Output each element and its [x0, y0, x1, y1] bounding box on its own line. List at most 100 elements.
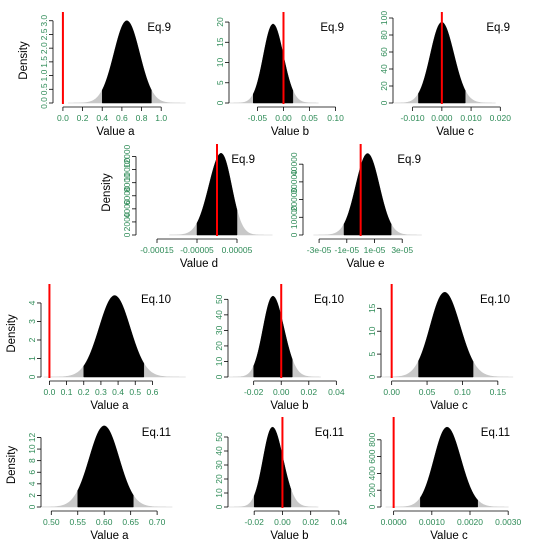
density-hpd-area	[101, 20, 152, 104]
x-tick-label: 0.65	[122, 517, 139, 527]
x-tick-label: 0.4	[96, 113, 108, 123]
x-tick-label: 0.6	[116, 113, 128, 123]
y-tick-label: 10000	[289, 205, 299, 229]
x-tick-label: 0.60	[96, 517, 113, 527]
equation-label: Eq.9	[320, 22, 344, 34]
y-tick-label: 0	[214, 374, 224, 379]
y-tick-label: 5	[367, 351, 377, 356]
y-tick-label: 20000	[289, 187, 299, 211]
x-tick-label: 0.2	[78, 387, 90, 397]
x-axis-label: Value d	[180, 258, 218, 270]
x-tick-label: 0.0030	[495, 517, 521, 527]
y-tick-label: 2.5	[39, 28, 49, 40]
y-tick-label: 0	[289, 232, 299, 237]
x-tick-label: 0.00	[275, 113, 292, 123]
density-panel-7: -0.02 0.00 0.02 0.04 Value b 0 10 20 30 40 50 Eq.10	[214, 284, 345, 412]
y-tick-label: 40	[379, 64, 389, 74]
x-axis-label: Value a	[96, 126, 135, 138]
y-tick-label: 10	[215, 58, 225, 68]
x-tick-label: 1e-05	[364, 245, 386, 255]
y-tick-label: 400	[367, 466, 377, 480]
x-tick-label: 0.10	[454, 387, 471, 397]
y-tick-label: 10	[214, 488, 224, 498]
y-tick-label: 6000	[122, 186, 132, 205]
x-tick-label: 1.0	[155, 113, 167, 123]
y-axis-label: Density	[18, 41, 30, 80]
x-axis-label: Value c	[436, 126, 474, 138]
x-axis-label: Value c	[430, 400, 468, 412]
y-tick-label: 15	[215, 37, 225, 47]
equation-label: Eq.10	[141, 294, 171, 306]
x-tick-label: -0.010	[401, 113, 425, 123]
x-tick-label: 0.00	[273, 387, 290, 397]
y-tick-label: 0	[215, 100, 225, 105]
x-tick-label: 0.000	[431, 113, 453, 123]
density-hpd-area	[253, 23, 294, 104]
x-tick-label: 0.70	[149, 517, 166, 527]
x-tick-label: 0.00	[383, 387, 400, 397]
density-panel-8: 0.00 0.05 0.10 0.15 Value c 0 5 10 15 Eq.10	[367, 284, 514, 412]
y-tick-label: 60	[379, 47, 389, 57]
density-hpd-area	[420, 426, 478, 508]
density-panel-2: -0.05 0.00 0.05 0.10 Value b 0 5 10 15 20 Eq.9	[215, 12, 344, 138]
x-tick-label: 0.4	[112, 387, 124, 397]
density-panel-3: -0.010 0.000 0.010 0.020 Value c 0 20 40 60 80 100…	[379, 11, 511, 138]
x-tick-label: 0.5	[129, 387, 141, 397]
y-tick-label: 0	[122, 232, 132, 237]
x-tick-label: 0.1	[61, 387, 73, 397]
y-tick-label: 40000	[289, 152, 299, 176]
y-tick-label: 8000	[122, 173, 132, 192]
equation-label: Eq.11	[142, 427, 171, 439]
x-tick-label: -3e-05	[307, 245, 332, 255]
x-tick-label: -1e-05	[335, 245, 360, 255]
y-tick-label: 3.0	[39, 15, 49, 27]
x-axis-label: Value a	[90, 530, 129, 542]
y-tick-label: 40	[214, 310, 224, 320]
y-tick-label: 4	[27, 300, 37, 305]
y-tick-label: 30	[214, 325, 224, 335]
y-tick-label: 20	[214, 474, 224, 484]
x-tick-label: 0.0000	[381, 517, 407, 527]
y-tick-label: 10	[367, 326, 377, 336]
x-tick-label: 0.55	[69, 517, 86, 527]
density-panel-6: 0.0 0.1 0.2 0.3 0.4 0.5 0.6 Value a 0 1 2 3 4 Density…	[6, 284, 186, 412]
density-hpd-area	[418, 292, 474, 378]
y-tick-label: 40	[214, 446, 224, 456]
y-tick-label: 10	[214, 356, 224, 366]
x-tick-label: 0.2	[77, 113, 89, 123]
equation-label: Eq.9	[147, 22, 171, 34]
y-axis-label: Density	[101, 173, 113, 212]
equation-label: Eq.9	[397, 154, 421, 166]
x-tick-label: 0.02	[302, 517, 319, 527]
y-tick-label: 2	[27, 493, 37, 498]
x-tick-label: 0.15	[490, 387, 507, 397]
x-tick-label: 0.00005	[222, 245, 253, 255]
density-hpd-area	[77, 425, 134, 508]
x-tick-label: 0.02	[301, 387, 318, 397]
equation-label: Eq.11	[481, 427, 510, 439]
y-tick-label: 0	[27, 374, 37, 379]
y-axis-label: Density	[6, 314, 18, 353]
y-tick-label: 0.0	[39, 97, 49, 109]
x-tick-label: 0.3	[95, 387, 107, 397]
y-tick-label: 600	[367, 449, 377, 463]
y-tick-label: 0	[379, 100, 389, 105]
y-tick-label: 0	[27, 504, 37, 509]
y-tick-label: 800	[367, 432, 377, 446]
y-tick-label: 0	[367, 374, 377, 379]
y-tick-label: 6	[27, 470, 37, 475]
y-tick-label: 20	[379, 81, 389, 91]
y-tick-label: 100	[379, 11, 389, 25]
y-tick-label: 0	[214, 504, 224, 509]
density-hpd-area	[83, 295, 145, 378]
x-tick-label: 0.00	[274, 517, 291, 527]
y-tick-label: 3	[27, 319, 37, 324]
equation-label: Eq.11	[315, 427, 344, 439]
x-tick-label: 0.10	[327, 113, 344, 123]
y-tick-label: 80	[379, 30, 389, 40]
x-tick-label: 0.50	[43, 517, 60, 527]
y-tick-label: 12	[27, 432, 37, 442]
y-tick-label: 10	[27, 444, 37, 454]
y-tick-label: 30000	[289, 170, 299, 194]
